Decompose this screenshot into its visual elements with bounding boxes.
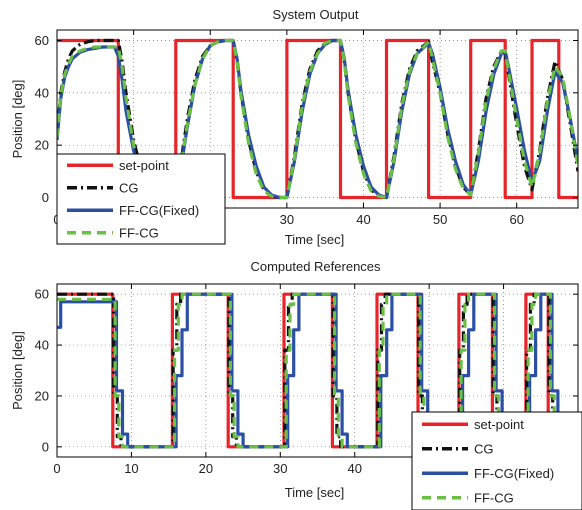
x-tick-label: 10 bbox=[124, 461, 138, 476]
legend-box bbox=[411, 411, 582, 510]
legend-label: FF-CG(Fixed) bbox=[474, 466, 554, 481]
y-tick-label: 40 bbox=[35, 85, 49, 100]
x-tick-label: 30 bbox=[280, 212, 294, 227]
legend-label: CG bbox=[119, 180, 139, 195]
series-group bbox=[57, 38, 578, 200]
x-tick-label: 20 bbox=[199, 461, 213, 476]
x-axis-label: Time [sec] bbox=[285, 232, 344, 247]
legend-label: FF-CG(Fixed) bbox=[119, 203, 199, 218]
y-tick-label: 0 bbox=[42, 439, 49, 454]
legend: set-point CG FF-CG(Fixed) FF-CG bbox=[56, 153, 226, 245]
y-tick-label: 40 bbox=[35, 338, 49, 353]
x-tick-label: 40 bbox=[356, 212, 370, 227]
y-axis-label: Position [deg] bbox=[10, 331, 25, 410]
axes-frame bbox=[56, 283, 579, 458]
x-tick-label: 0 bbox=[53, 461, 60, 476]
chart-computed-references: 01020304050600204060Computed ReferencesT… bbox=[10, 259, 582, 510]
legend-box bbox=[56, 153, 226, 245]
y-axis-label: Position [deg] bbox=[10, 80, 25, 159]
y-tick-label: 20 bbox=[35, 388, 49, 403]
y-tick-label: 20 bbox=[35, 138, 49, 153]
chart-title: System Output bbox=[273, 7, 359, 22]
x-axis-label: Time [sec] bbox=[285, 485, 344, 500]
series-line-ff-cg-fixed- bbox=[57, 292, 578, 449]
x-tick-label: 40 bbox=[347, 461, 361, 476]
legend-label: set-point bbox=[119, 158, 169, 173]
y-tick-label: 0 bbox=[42, 190, 49, 205]
series-line-set-point bbox=[57, 38, 578, 200]
legend: set-point CG FF-CG(Fixed) FF-CG bbox=[411, 411, 582, 510]
legend-label: FF-CG bbox=[119, 225, 159, 240]
series-line-ff-cg bbox=[57, 38, 578, 200]
x-tick-label: 60 bbox=[509, 212, 523, 227]
y-tick-label: 60 bbox=[35, 33, 49, 48]
legend-label: set-point bbox=[474, 417, 524, 432]
legend-label: CG bbox=[474, 441, 494, 456]
y-tick-label: 60 bbox=[35, 287, 49, 302]
legend-label: FF-CG bbox=[474, 490, 514, 505]
x-tick-label: 30 bbox=[273, 461, 287, 476]
x-tick-label: 50 bbox=[433, 212, 447, 227]
axes-frame bbox=[56, 29, 579, 209]
chart-title: Computed References bbox=[250, 259, 381, 274]
